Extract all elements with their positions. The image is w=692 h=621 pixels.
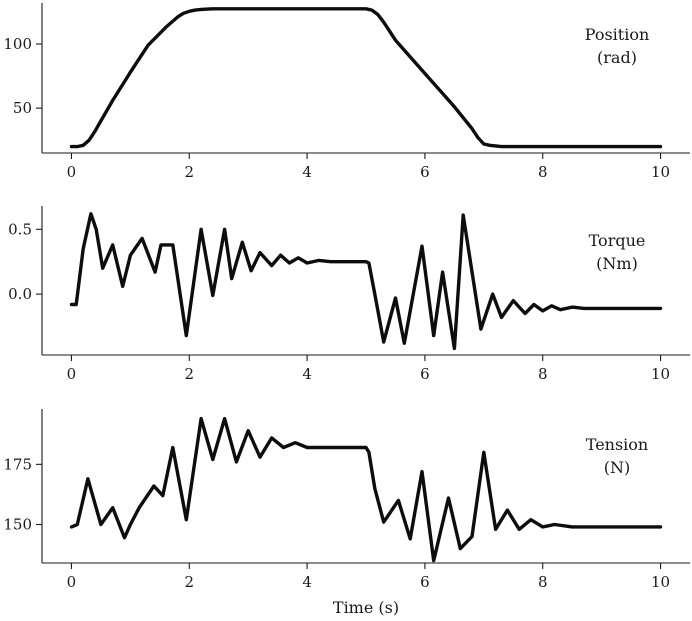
series-label-line: (N) (604, 458, 630, 477)
series-line (69, 7, 663, 149)
series-line (69, 416, 663, 563)
x-tick-label: 0 (67, 573, 77, 591)
position-panel: 0 2 4 6 8 10 50 100 Position (rad) (3, 3, 690, 181)
x-tick-label: 10 (651, 163, 670, 181)
x-tick-label: 10 (651, 365, 670, 383)
series-line (69, 212, 663, 351)
y-tick-label: 0.0 (8, 285, 32, 303)
y-tick-label: 175 (3, 455, 32, 473)
x-axis-label: Time (s) (333, 598, 399, 617)
series-label-line: Position (585, 25, 650, 44)
x-tick-label: 6 (420, 573, 430, 591)
y-tick-label: 0.5 (8, 220, 32, 238)
series-label-line: (rad) (597, 48, 637, 67)
y-tick-label: 100 (3, 35, 32, 53)
x-tick-label: 2 (184, 365, 194, 383)
x-tick-label: 10 (651, 573, 670, 591)
x-tick-label: 4 (302, 163, 312, 181)
series-label-line: (Nm) (596, 254, 638, 273)
y-tick-label: 50 (13, 99, 32, 117)
tension-panel: 0 2 4 6 8 10 150 175 Tension (N) Time (s) (3, 409, 690, 617)
torque-panel: 0 2 4 6 8 10 0.0 0.5 Torque (Nm) (8, 206, 690, 383)
x-tick-label: 2 (184, 163, 194, 181)
x-tick-label: 4 (302, 573, 312, 591)
x-tick-label: 8 (538, 573, 548, 591)
x-tick-label: 2 (184, 573, 194, 591)
x-tick-label: 0 (67, 365, 77, 383)
x-tick-label: 8 (538, 365, 548, 383)
x-tick-label: 8 (538, 163, 548, 181)
x-tick-label: 6 (420, 163, 430, 181)
x-tick-label: 0 (67, 163, 77, 181)
series-label-line: Torque (589, 231, 646, 250)
x-tick-label: 4 (302, 365, 312, 383)
x-tick-label: 6 (420, 365, 430, 383)
series-label-line: Tension (586, 435, 648, 454)
y-tick-label: 150 (3, 516, 32, 534)
